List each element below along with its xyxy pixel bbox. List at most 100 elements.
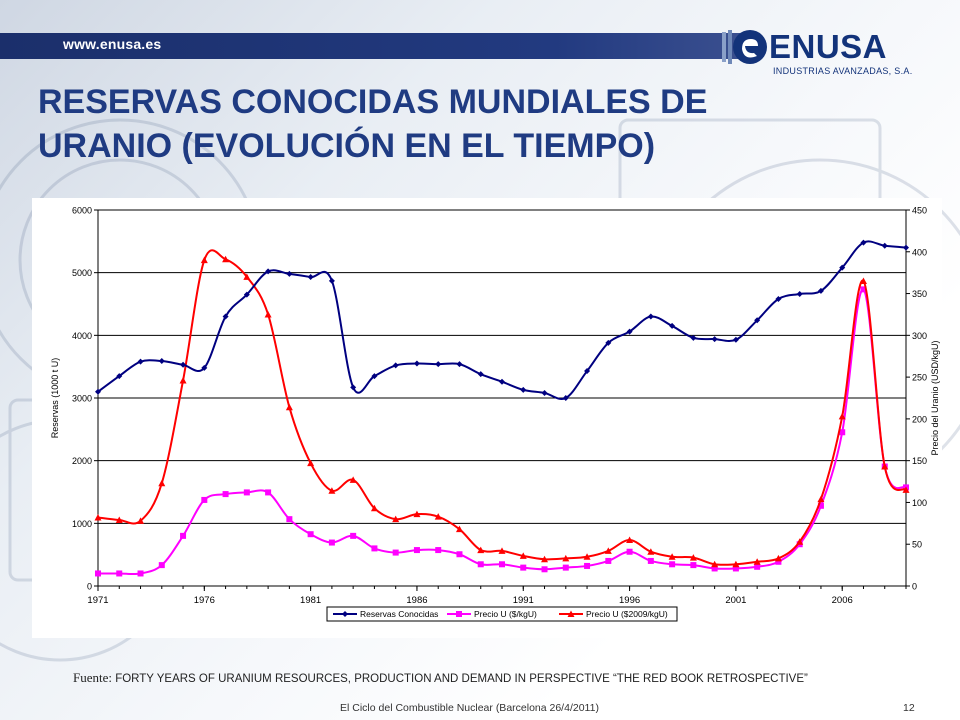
y-right-axis-title: Precio del Uranio (USD/kgU)	[930, 340, 940, 455]
slide-title-line-2: URANIO (EVOLUCIÓN EN EL TIEMPO)	[38, 127, 656, 165]
data-point-precio-u-kgu	[520, 564, 527, 571]
x-tick-label: 1986	[406, 595, 427, 606]
data-point-reservas-conocidas	[307, 274, 314, 281]
data-point-reservas-conocidas	[605, 339, 612, 346]
data-point-precio-u-kgu	[116, 570, 123, 577]
data-point-precio-u-kgu	[626, 548, 633, 555]
data-point-precio-u-kgu	[456, 551, 463, 558]
website-url[interactable]: www.enusa.es	[63, 36, 162, 52]
y-left-tick-label: 0	[87, 582, 92, 592]
x-tick-label: 1991	[513, 595, 534, 606]
data-point-reservas-conocidas	[456, 361, 463, 368]
data-point-precio-u-2009-kgu	[519, 552, 527, 559]
data-point-precio-u-2009-kgu	[562, 554, 570, 562]
data-point-reservas-conocidas	[243, 291, 250, 298]
data-point-reservas-conocidas	[286, 270, 293, 277]
legend-marker	[567, 610, 575, 617]
data-point-reservas-conocidas	[392, 362, 399, 369]
data-point-reservas-conocidas	[499, 378, 505, 385]
data-point-precio-u-2009-kgu	[774, 554, 782, 562]
x-tick-label: 2001	[725, 595, 746, 606]
data-point-precio-u-kgu	[754, 563, 761, 570]
data-point-precio-u-2009-kgu	[753, 558, 761, 565]
data-point-precio-u-kgu	[860, 286, 867, 293]
data-point-precio-u-kgu	[669, 561, 676, 568]
data-point-precio-u-2009-kgu	[498, 547, 506, 554]
data-point-precio-u-kgu	[328, 539, 335, 546]
data-point-precio-u-2009-kgu	[838, 412, 846, 420]
data-point-precio-u-2009-kgu	[200, 256, 208, 264]
data-point-precio-u-kgu	[732, 565, 739, 572]
source-label: Fuente:	[73, 670, 112, 685]
y-left-axis-title: Reservas (1000 t U)	[50, 358, 60, 439]
data-point-precio-u-kgu	[201, 496, 208, 503]
data-point-reservas-conocidas	[95, 388, 101, 395]
data-point-reservas-conocidas	[520, 386, 527, 393]
data-point-reservas-conocidas	[137, 358, 144, 365]
series-line-precio-u-kgu	[98, 288, 907, 576]
y-right-tick-label: 400	[912, 247, 927, 257]
data-point-precio-u-kgu	[158, 562, 165, 569]
y-right-tick-label: 250	[912, 373, 927, 383]
slide-title-line-1: RESERVAS CONOCIDAS MUNDIALES DE	[38, 83, 708, 121]
data-point-precio-u-2009-kgu	[541, 555, 549, 563]
data-point-reservas-conocidas	[371, 373, 378, 380]
chart-container: 0 1000 2000 3000 4000 5000 6000 0 50 100 150 200 250…	[32, 198, 942, 638]
data-point-precio-u-2009-kgu	[179, 376, 187, 384]
y-right-tick-label: 150	[912, 456, 927, 466]
data-point-precio-u-kgu	[243, 489, 250, 496]
y-right-tick-label: 50	[912, 540, 922, 550]
data-point-precio-u-2009-kgu	[370, 504, 378, 512]
legend-label: Precio U ($/kgU)	[474, 609, 537, 619]
data-point-reservas-conocidas	[116, 373, 123, 380]
data-point-precio-u-2009-kgu	[881, 463, 889, 470]
data-point-precio-u-2009-kgu	[137, 517, 145, 524]
y-left-tick-label: 6000	[72, 206, 92, 216]
data-point-precio-u-2009-kgu	[711, 560, 719, 568]
data-point-precio-u-2009-kgu	[689, 554, 697, 561]
data-point-reservas-conocidas	[541, 389, 548, 396]
legend-box	[326, 606, 678, 622]
data-point-reservas-conocidas	[903, 244, 909, 251]
series-line-reservas-conocidas	[97, 240, 907, 400]
data-point-precio-u-2009-kgu	[647, 548, 655, 555]
data-point-reservas-conocidas	[265, 268, 272, 275]
data-point-precio-u-kgu	[180, 532, 187, 539]
data-point-precio-u-2009-kgu	[604, 547, 612, 554]
y-left-tick-label: 3000	[72, 394, 92, 404]
y-right-tick-label: 450	[912, 206, 927, 216]
data-point-precio-u-kgu	[137, 570, 144, 577]
data-point-precio-u-kgu	[371, 545, 378, 552]
data-point-precio-u-kgu	[562, 564, 569, 571]
data-point-precio-u-kgu	[477, 561, 484, 568]
data-point-reservas-conocidas	[158, 358, 165, 365]
header-bar	[0, 33, 740, 59]
data-point-precio-u-2009-kgu	[285, 403, 293, 411]
y-left-tick-label: 1000	[72, 519, 92, 529]
data-point-reservas-conocidas	[647, 313, 654, 320]
x-tick-label: 1996	[619, 595, 640, 606]
data-point-reservas-conocidas	[754, 317, 761, 324]
data-point-precio-u-2009-kgu	[222, 255, 230, 263]
uranium-reserves-chart: 0 1000 2000 3000 4000 5000 6000 0 50 100 150 200 250…	[50, 206, 940, 622]
y-right-tick-label: 0	[912, 582, 917, 592]
data-point-reservas-conocidas	[222, 313, 229, 320]
data-point-reservas-conocidas	[881, 242, 888, 249]
x-tick-label: 1971	[87, 595, 108, 606]
data-point-reservas-conocidas	[839, 264, 846, 271]
data-point-precio-u-kgu	[413, 547, 420, 554]
data-point-precio-u-kgu	[817, 502, 824, 509]
data-point-precio-u-2009-kgu	[902, 486, 910, 493]
data-point-precio-u-kgu	[499, 561, 505, 568]
data-point-reservas-conocidas	[435, 361, 442, 368]
data-point-reservas-conocidas	[328, 277, 335, 284]
data-point-reservas-conocidas	[626, 328, 633, 335]
data-point-reservas-conocidas	[584, 368, 591, 375]
legend-label: Reservas Conocidas	[360, 609, 438, 619]
data-point-precio-u-kgu	[435, 547, 442, 554]
data-point-reservas-conocidas	[180, 361, 187, 368]
legend-marker	[342, 611, 348, 617]
logo-wordmark: ENUSA	[769, 28, 888, 65]
data-point-precio-u-kgu	[286, 516, 293, 523]
data-point-precio-u-kgu	[839, 429, 846, 436]
